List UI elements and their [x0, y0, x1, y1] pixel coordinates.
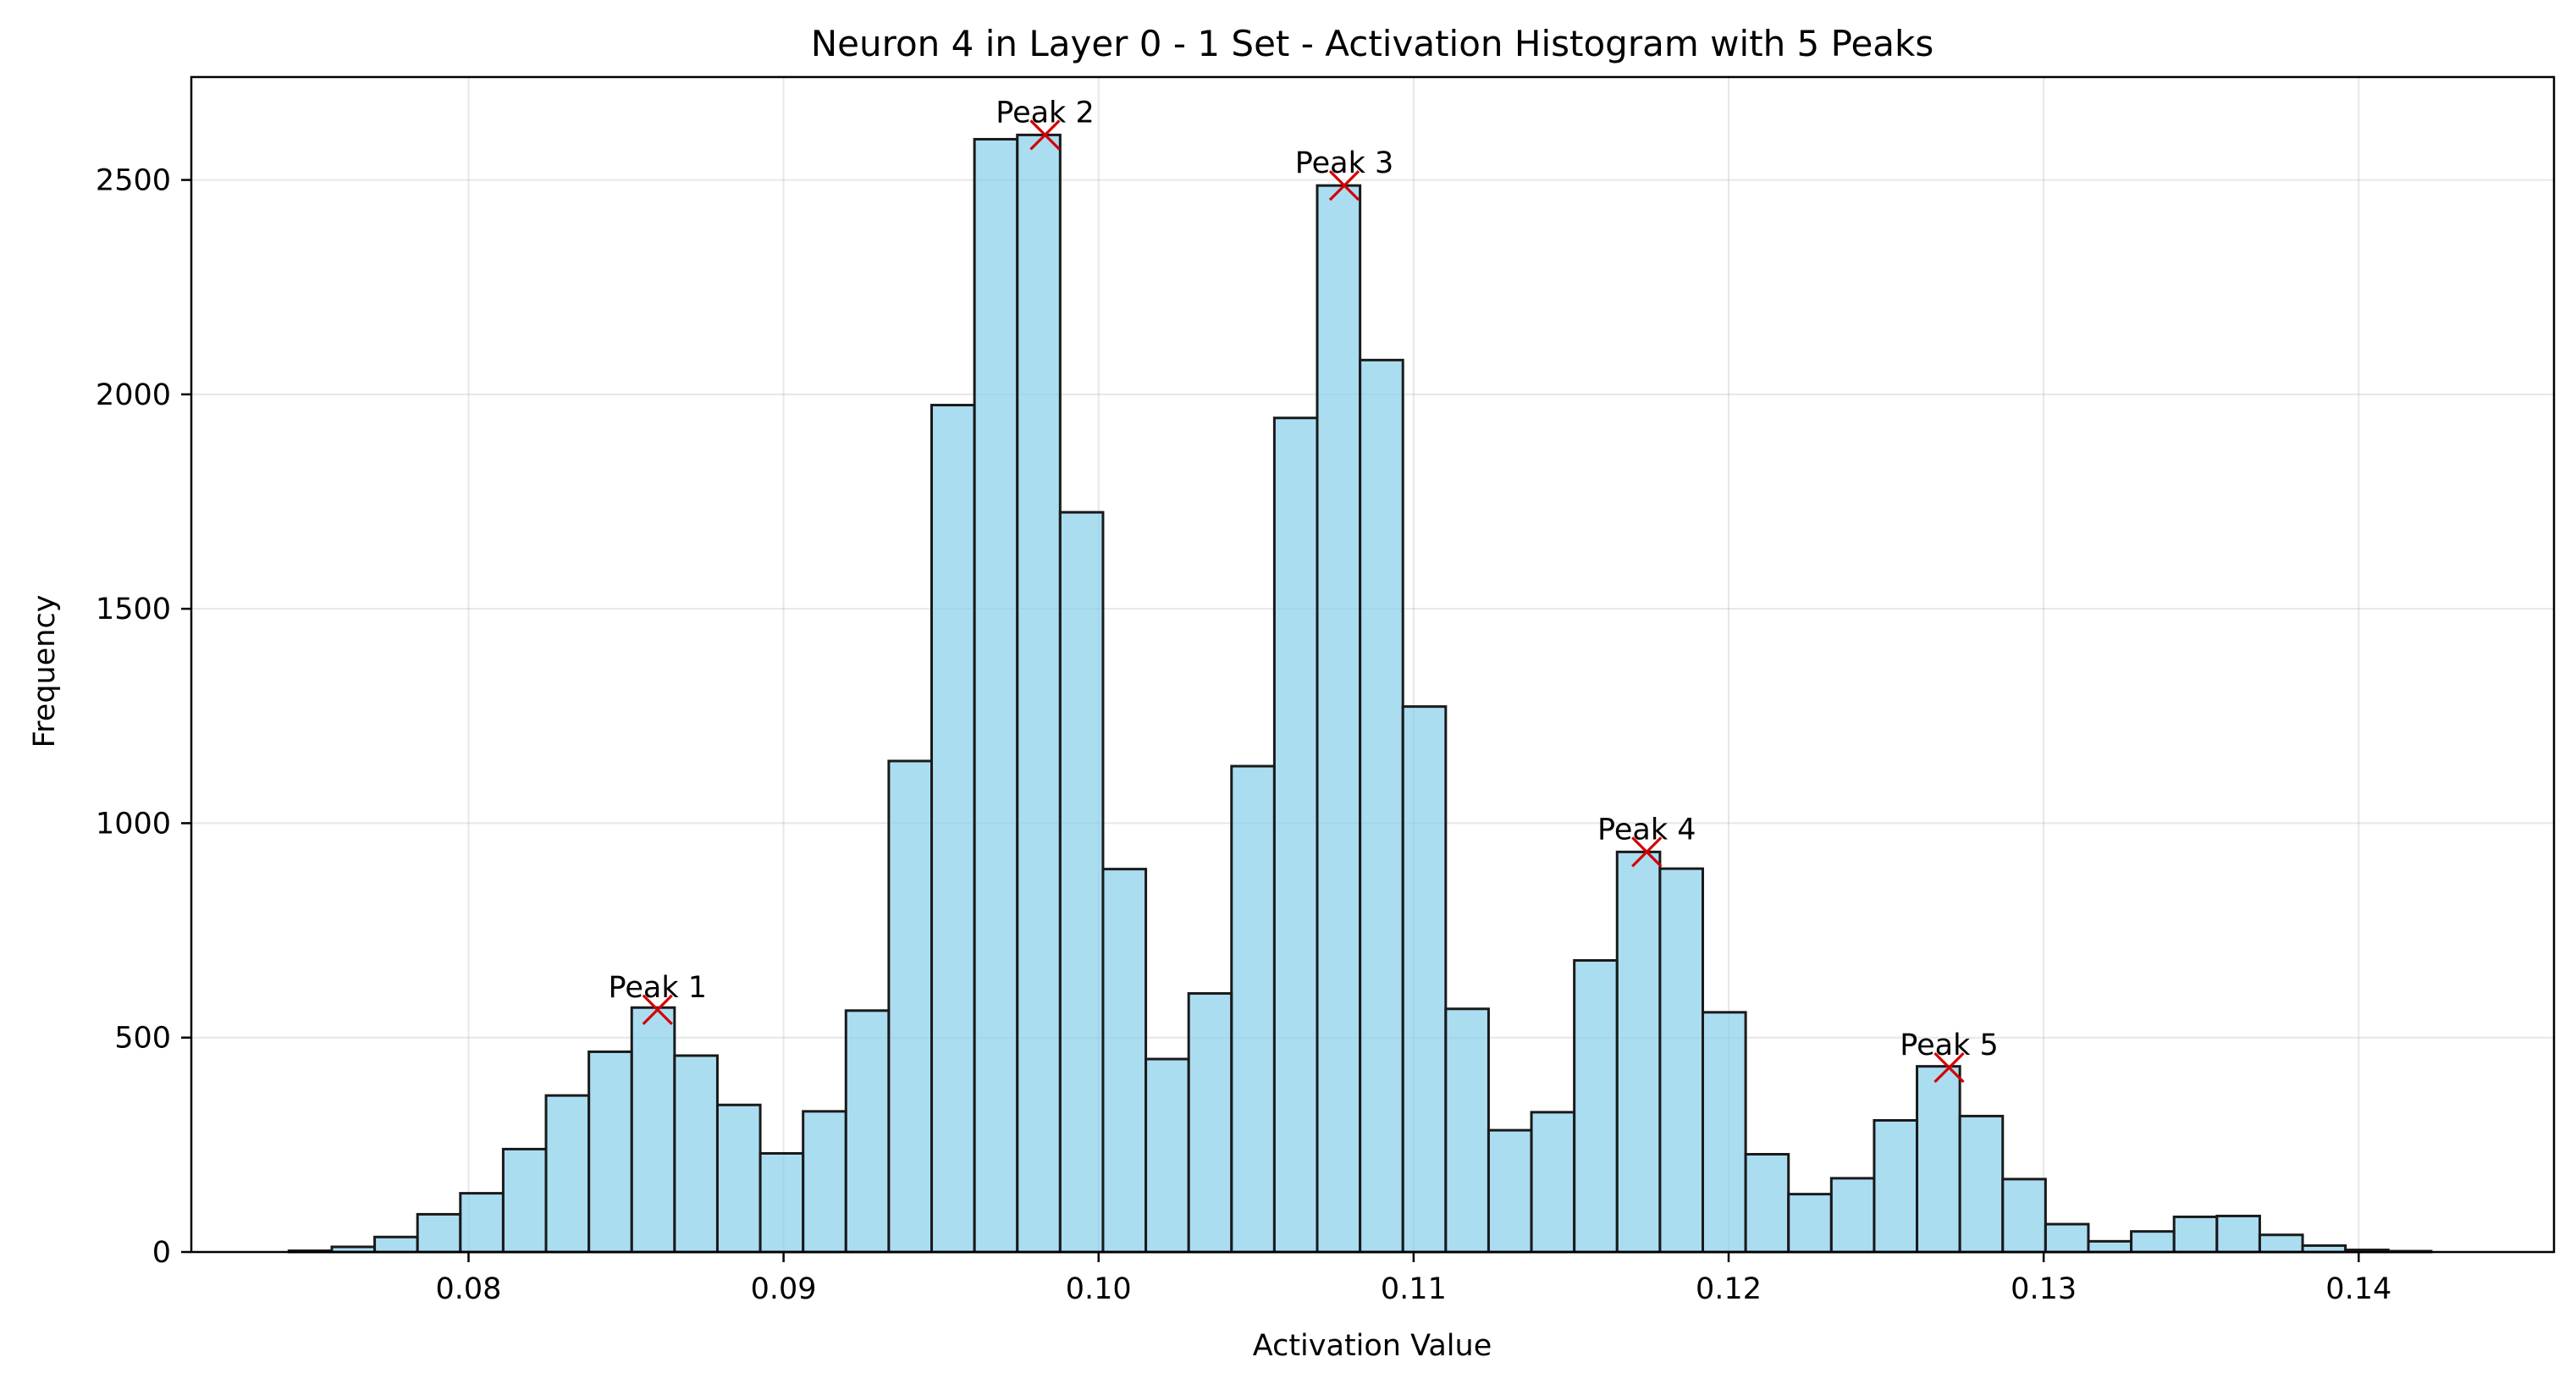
histogram-bar [1058, 510, 1105, 1254]
axes: 0.08 0.09 0.10 0.11 0.12 0.13 0.14 0 500 1000 1500… [96, 75, 2556, 1306]
x-axis-label: Activation Value [1253, 1329, 1492, 1363]
histogram-bar [373, 1235, 419, 1254]
histogram-bar [2215, 1214, 2261, 1254]
y-tick-label: 2500 [96, 164, 171, 198]
x-tick-label: 0.11 [1381, 1272, 1447, 1306]
histogram-bar [930, 404, 976, 1254]
histogram-bar [501, 1147, 548, 1254]
peak-marker [1631, 836, 1663, 868]
histogram-bar [1272, 416, 1319, 1254]
histogram-bar [1487, 1128, 1533, 1254]
histogram-bar [844, 1009, 891, 1254]
y-tick-label: 0 [152, 1236, 171, 1270]
histogram-bar [1958, 1114, 2005, 1254]
peak-x-stroke [642, 994, 673, 1025]
x-tick-label: 0.13 [2011, 1272, 2077, 1306]
histogram-bar [802, 1110, 847, 1254]
histogram-bar [887, 759, 934, 1254]
histogram-bar [2172, 1215, 2219, 1254]
y-tick-label: 500 [114, 1022, 171, 1056]
peak-x-stroke [1029, 119, 1061, 151]
chart-title: Neuron 4 in Layer 0 - 1 Set - Activation… [811, 23, 1934, 64]
peak-marker [1029, 119, 1061, 151]
peak-label: Peak 2 [996, 96, 1095, 130]
histogram-bars [287, 133, 2433, 1254]
histogram-bar [416, 1212, 462, 1254]
histogram-bar [673, 1054, 719, 1254]
histogram-bar [1230, 764, 1276, 1254]
peak-x-stroke [1631, 836, 1663, 868]
histogram-bar [1016, 133, 1062, 1254]
histogram-bar [2087, 1239, 2133, 1254]
histogram-bar [1101, 868, 1148, 1254]
histogram-bar [758, 1151, 805, 1254]
peak-annotations: Peak 1 Peak 2 Peak 3 Peak 4 Peak 5 [608, 96, 1999, 1084]
histogram-bar [1615, 850, 1662, 1254]
plot-frame [190, 75, 2556, 1254]
histogram-bar [2001, 1178, 2047, 1254]
y-axis-label: Frequency [28, 595, 62, 748]
histogram-bar [1787, 1193, 1833, 1254]
x-tick-label: 0.12 [1696, 1272, 1762, 1306]
y-tick-label: 1000 [96, 807, 171, 841]
peak-x-stroke [1328, 170, 1360, 201]
histogram-bar [1658, 867, 1704, 1254]
histogram-bar [1744, 1153, 1790, 1254]
histogram-bar [1316, 184, 1362, 1254]
histogram-bar [1359, 358, 1404, 1254]
histogram-bar [1401, 705, 1448, 1254]
x-tick-label: 0.09 [751, 1272, 817, 1306]
histogram-bar [1701, 1011, 1747, 1254]
histogram-bar [459, 1192, 505, 1254]
peak-label: Peak 5 [1900, 1029, 1999, 1062]
x-tick-label: 0.14 [2325, 1272, 2391, 1306]
histogram-bar [1873, 1118, 1919, 1254]
peak-marker [1933, 1052, 1965, 1084]
peak-marker [1328, 170, 1360, 201]
y-tick-label: 2000 [96, 378, 171, 412]
y-tick-label: 1500 [96, 593, 171, 626]
histogram-bar [1444, 1007, 1490, 1254]
histogram-bar [2258, 1233, 2304, 1254]
peak-marker [642, 994, 673, 1025]
peak-label: Peak 3 [1295, 146, 1394, 180]
peak-label: Peak 1 [608, 971, 707, 1005]
histogram-bar [973, 137, 1019, 1254]
histogram-bar [1187, 992, 1233, 1254]
histogram-bar [715, 1103, 762, 1254]
histogram-bar [1145, 1057, 1190, 1254]
histogram-bar [1916, 1065, 1961, 1254]
x-tick-label: 0.08 [436, 1272, 502, 1306]
histogram-bar [544, 1094, 591, 1254]
histogram-bar [1829, 1177, 1876, 1254]
histogram-bar [1573, 959, 1619, 1254]
peak-label: Peak 4 [1597, 813, 1696, 847]
x-tick-label: 0.10 [1066, 1272, 1132, 1306]
histogram-bar [630, 1006, 676, 1254]
histogram-bar [2044, 1222, 2090, 1254]
peak-x-stroke [1933, 1052, 1965, 1084]
histogram-bar [2130, 1230, 2176, 1254]
histogram-bar [587, 1050, 633, 1254]
histogram-bar [1530, 1111, 1576, 1254]
